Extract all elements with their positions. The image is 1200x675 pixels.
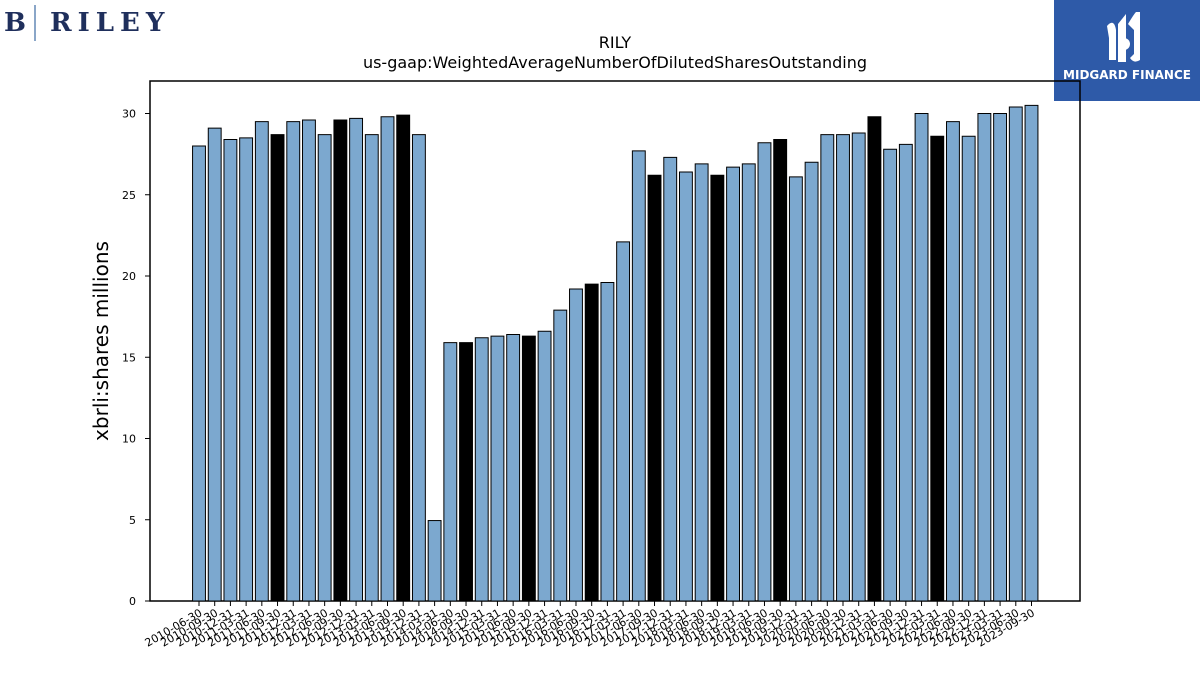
bar-2013-03-31 — [364, 134, 379, 602]
bar-2011-06-30 — [254, 121, 269, 602]
bar-2010-12-31 — [223, 139, 238, 602]
bar-2021-09-30 — [898, 143, 913, 602]
bar-2014-03-31 — [427, 520, 442, 602]
y-tick-label: 10 — [122, 433, 136, 446]
bars-group — [192, 104, 1039, 602]
bar-2012-09-30 — [333, 119, 348, 602]
bar-2015-09-30 — [521, 335, 536, 602]
bar-2018-06-30 — [694, 163, 709, 602]
midgard-finance-logo: MIDGARD FINANCE — [1054, 0, 1200, 101]
bar-2022-06-30 — [946, 121, 960, 602]
bar-2011-09-30 — [270, 134, 285, 602]
bar-2022-09-30 — [961, 135, 976, 602]
y-tick-label: 15 — [122, 351, 136, 364]
bar-2018-09-30 — [710, 174, 725, 602]
bar-2020-06-30 — [820, 134, 835, 602]
bar-2016-06-30 — [569, 288, 583, 602]
b-riley-logo-letter: B — [4, 8, 26, 38]
bar-2019-12-31 — [788, 176, 803, 602]
bar-2017-09-30 — [647, 174, 662, 602]
bar-2017-12-31 — [663, 156, 678, 602]
bar-2014-09-30 — [459, 342, 473, 602]
bar-2016-09-30 — [584, 283, 599, 602]
b-riley-logo-divider — [34, 5, 36, 41]
bar-2012-12-31 — [349, 117, 364, 602]
bar-2020-12-31 — [851, 132, 866, 602]
bar-2018-03-31 — [678, 171, 693, 602]
bar-2017-03-31 — [616, 241, 631, 602]
bar-2017-06-30 — [631, 150, 646, 602]
bar-2012-03-31 — [302, 119, 316, 602]
b-riley-logo: B RILEY — [0, 0, 200, 46]
y-tick-label: 25 — [122, 189, 136, 202]
bar-2015-12-31 — [537, 330, 552, 602]
bar-2011-12-31 — [286, 121, 301, 602]
bar-2013-09-30 — [396, 114, 411, 602]
bar-2021-03-31 — [867, 116, 882, 602]
x-axis-ticks: 2010-06-302010-09-302010-12-312011-03-31… — [143, 601, 1037, 650]
midgard-mark-icon — [1107, 12, 1140, 62]
bar-2016-03-31 — [553, 309, 568, 602]
bar-2011-03-31 — [239, 137, 254, 602]
bar-2021-06-30 — [883, 148, 898, 602]
chart-title: RILY — [599, 33, 632, 52]
bar-2010-06-30 — [192, 145, 206, 602]
bar-2014-12-31 — [474, 337, 489, 602]
bar-2023-06-30 — [1008, 106, 1023, 602]
midgard-finance-logo-text: MIDGARD FINANCE — [1063, 68, 1191, 82]
y-tick-label: 20 — [122, 270, 136, 283]
bar-2019-06-30 — [757, 142, 772, 602]
chart-subtitle: us-gaap:WeightedAverageNumberOfDilutedSh… — [363, 53, 867, 72]
y-tick-label: 0 — [129, 595, 136, 608]
y-tick-label: 30 — [122, 108, 136, 121]
y-axis-label: xbrli:shares millions — [89, 241, 113, 441]
bar-2019-03-31 — [741, 163, 756, 602]
y-tick-label: 5 — [129, 514, 136, 527]
bar-2016-12-31 — [600, 282, 615, 602]
bar-2010-09-30 — [207, 127, 222, 602]
bar-2021-12-31 — [914, 113, 929, 602]
bar-2020-03-31 — [804, 161, 819, 602]
bar-2023-03-31 — [993, 113, 1008, 602]
bar-2015-06-30 — [506, 334, 521, 602]
bar-2018-12-31 — [726, 166, 740, 602]
bar-2015-03-31 — [490, 335, 505, 602]
bar-2012-06-30 — [317, 134, 332, 602]
bar-2022-03-31 — [930, 135, 945, 602]
bar-2023-09-30 — [1024, 104, 1039, 602]
bar-2014-06-30 — [443, 342, 458, 602]
plot-area-frame — [149, 80, 1081, 602]
bar-2020-09-30 — [836, 134, 850, 602]
bar-2013-12-31 — [411, 134, 426, 602]
b-riley-logo-word: RILEY — [50, 8, 171, 38]
bar-2013-06-30 — [380, 116, 395, 602]
bar-2022-12-31 — [977, 113, 992, 602]
y-axis-ticks: 0 5 10 15 20 25 30 — [122, 108, 150, 608]
bar-2019-09-30 — [773, 139, 788, 602]
